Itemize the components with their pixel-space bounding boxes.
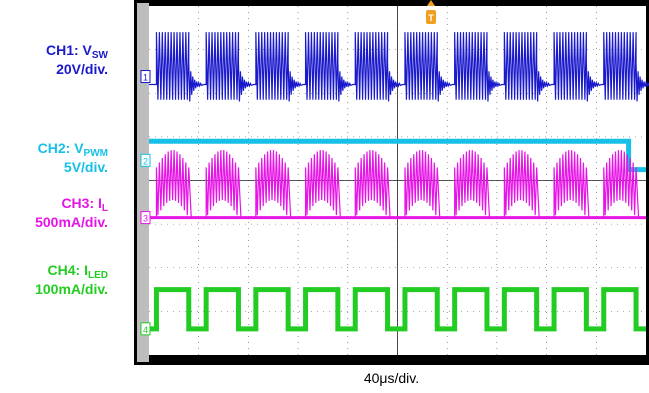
ch4-label: CH4: ILED 100mA/div. [0,262,108,297]
ch1-scale: 20V/div. [56,61,108,77]
ch2-marker-text: 2 [143,156,148,166]
timebase-label: 40μs/div. [363,370,420,386]
ch1-label: CH1: VSW 20V/div. [0,42,108,77]
ch1-subscript: SW [91,50,108,61]
ch4-marker: 4 [140,322,151,336]
ch3-name: CH3: I [61,195,102,211]
ch2-marker-box [140,153,151,167]
ch1-marker-box [140,70,151,84]
oscilloscope-screen: 1 2 3 4 T [134,0,649,365]
ch3-marker: 3 [140,211,151,225]
channel-markers: 1 2 3 4 [140,70,151,336]
ch4-name: CH4: I [47,262,88,278]
scope-bezel [137,3,149,362]
ch1-marker: 1 [140,70,151,84]
ch1-marker-text: 1 [143,73,148,83]
ch3-scale: 500mA/div. [35,214,108,230]
ch2-label: CH2: VPWM 5V/div. [0,140,108,175]
ch3-subscript: L [101,203,108,214]
ch2-subscript: PWM [83,148,108,159]
ch2-marker: 2 [140,153,151,167]
ch2-name: CH2: V [37,140,84,156]
ch4-trace [149,287,646,332]
ch4-marker-box [140,322,151,336]
trigger-marker-text: T [428,13,434,23]
ch3-marker-text: 3 [143,214,148,224]
ch4-marker-text: 4 [143,325,148,335]
ch1-trace [149,32,649,102]
ch1-name: CH1: V [45,42,92,58]
ch3-marker-box [140,211,151,225]
ch2-scale: 5V/div. [63,159,108,175]
trigger-marker: T [426,0,436,24]
ch4-scale: 100mA/div. [35,281,108,297]
ch4-subscript: LED [88,270,108,281]
ch3-label: CH3: IL 500mA/div. [0,195,108,230]
traces [149,32,649,332]
ch2-trace [149,138,646,173]
